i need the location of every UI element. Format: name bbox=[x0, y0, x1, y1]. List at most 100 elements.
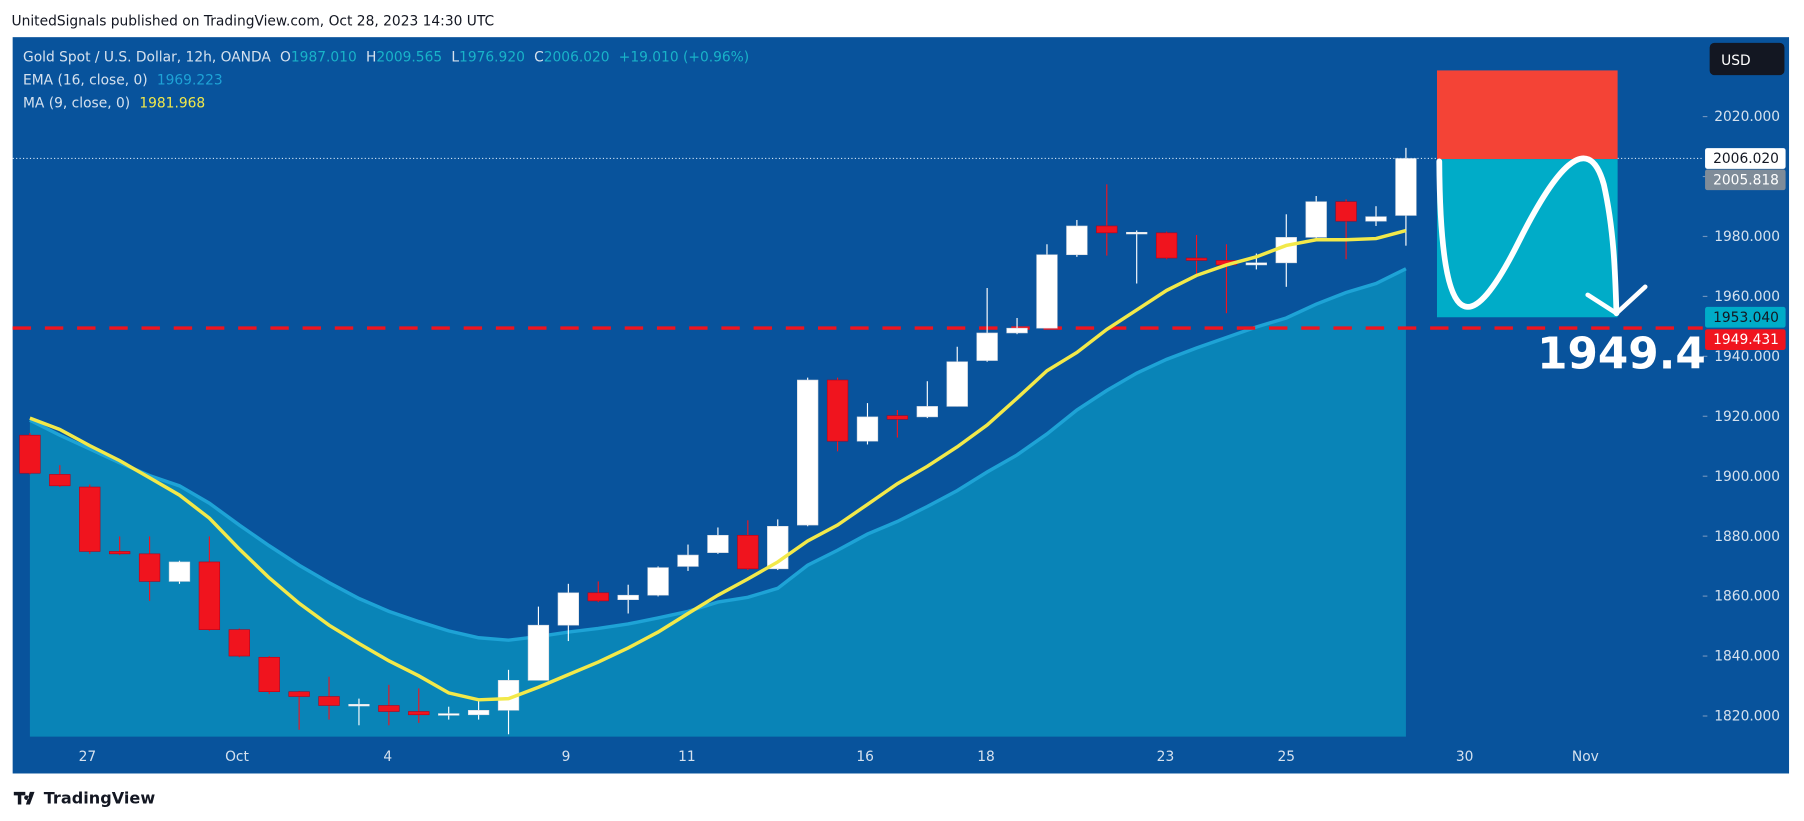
footer-logo: TradingView bbox=[13, 788, 156, 807]
candle-body bbox=[826, 379, 849, 442]
price-tag-label: 2006.020 bbox=[1713, 151, 1779, 167]
candle-body bbox=[348, 704, 370, 707]
x-tick-label: 23 bbox=[1157, 749, 1175, 765]
y-tick-label: 1860.000 bbox=[1714, 589, 1780, 605]
price-tag-label: 2005.818 bbox=[1713, 172, 1779, 188]
header: UnitedSignals published on TradingView.c… bbox=[12, 14, 495, 30]
candle-body bbox=[946, 361, 968, 407]
legend-value: 1987.010 bbox=[291, 49, 357, 65]
legend-title: Gold Spot / U.S. Dollar, 12h, OANDA bbox=[23, 49, 271, 65]
candle-body bbox=[737, 534, 759, 570]
candle-body bbox=[527, 624, 550, 681]
legend-value: 2009.565 bbox=[376, 49, 442, 65]
candle-body bbox=[228, 629, 250, 657]
legend-series-name: MA (9, close, 0) bbox=[23, 95, 130, 111]
candle-body bbox=[1335, 201, 1357, 222]
candle-body bbox=[1365, 216, 1387, 222]
footer-text: TradingView bbox=[44, 788, 156, 807]
legend-series-value: 1969.223 bbox=[157, 72, 223, 88]
legend-value: 1976.920 bbox=[459, 49, 525, 65]
candle-body bbox=[677, 554, 699, 567]
y-tick-label: 1880.000 bbox=[1714, 529, 1780, 545]
x-tick-label: 4 bbox=[383, 749, 392, 765]
candle-body bbox=[1275, 237, 1297, 264]
candle-body bbox=[587, 592, 609, 602]
candle-body bbox=[1036, 254, 1058, 329]
legend-series-name: EMA (16, close, 0) bbox=[23, 72, 148, 88]
price-tag-label: 1953.040 bbox=[1713, 310, 1779, 326]
candle-body bbox=[1185, 257, 1208, 261]
candle-body bbox=[288, 691, 310, 697]
ema-line bbox=[29, 267, 1407, 642]
y-tick-label: 1820.000 bbox=[1714, 709, 1780, 725]
x-tick-label: Nov bbox=[1572, 749, 1599, 765]
candle-body bbox=[886, 415, 909, 420]
x-tick-label: 25 bbox=[1277, 749, 1295, 765]
candle-body bbox=[198, 561, 221, 630]
candle-body bbox=[1305, 201, 1327, 238]
candle-body bbox=[797, 379, 819, 526]
candle-body bbox=[408, 711, 430, 716]
candle-body bbox=[467, 710, 490, 716]
legend-key: H bbox=[366, 49, 376, 65]
price-tag bbox=[1705, 329, 1786, 350]
ma-line bbox=[29, 228, 1407, 702]
position-stop bbox=[1436, 70, 1618, 160]
candle-body bbox=[438, 713, 460, 716]
candle-body bbox=[1245, 262, 1267, 266]
y-tick-label: 1980.000 bbox=[1714, 229, 1780, 245]
candle-body bbox=[109, 551, 131, 555]
currency-button bbox=[1709, 42, 1785, 76]
candle-body bbox=[916, 406, 938, 418]
y-tick-label: 1840.000 bbox=[1714, 649, 1780, 665]
legend-row: Gold Spot / U.S. Dollar, 12h, OANDA O1987… bbox=[23, 49, 749, 65]
y-tick-label: 2020.000 bbox=[1714, 109, 1780, 125]
currency-label: USD bbox=[1721, 53, 1750, 69]
candle-body bbox=[378, 705, 400, 712]
annotation: 1949.4 bbox=[1537, 329, 1706, 380]
candle-body bbox=[647, 567, 669, 596]
price-tag bbox=[1705, 169, 1786, 191]
candle-body bbox=[707, 534, 729, 553]
x-tick-label: 16 bbox=[856, 749, 874, 765]
candle-body bbox=[976, 332, 998, 361]
candle-body bbox=[1066, 225, 1088, 256]
candle-body bbox=[856, 416, 879, 442]
y-tick-label: 1940.000 bbox=[1714, 349, 1780, 365]
candle-body bbox=[1006, 327, 1028, 334]
x-tick-label: 18 bbox=[977, 749, 995, 765]
candle-body bbox=[1155, 232, 1178, 259]
legend-series: MA (9, close, 0) 1981.968 bbox=[23, 95, 205, 111]
candle-body bbox=[138, 553, 161, 582]
legend-key: O bbox=[280, 49, 291, 65]
candle-body bbox=[258, 656, 280, 693]
x-tick-label: 30 bbox=[1456, 749, 1474, 765]
position-target bbox=[1436, 159, 1618, 318]
candle-body bbox=[1126, 231, 1148, 235]
candle-body bbox=[19, 434, 41, 474]
y-tick-label: 1960.000 bbox=[1714, 289, 1780, 305]
candle-body bbox=[1395, 158, 1417, 216]
candle-body bbox=[168, 561, 191, 582]
legend-value: 2006.020 bbox=[544, 49, 610, 65]
price-tag bbox=[1705, 306, 1786, 328]
legend-key: C bbox=[534, 49, 544, 65]
curve-arrow bbox=[1436, 155, 1620, 317]
candle-body bbox=[318, 696, 340, 706]
candle-body bbox=[79, 486, 101, 552]
arrow-head bbox=[1585, 284, 1648, 317]
candle-body bbox=[557, 592, 579, 626]
x-tick-label: 11 bbox=[678, 749, 696, 765]
y-tick-label: 1900.000 bbox=[1714, 469, 1780, 485]
price-tag-label: 1949.431 bbox=[1713, 332, 1779, 348]
candle-body bbox=[1096, 225, 1118, 234]
x-tick-label: 27 bbox=[79, 749, 97, 765]
legend-series: EMA (16, close, 0) 1969.223 bbox=[23, 72, 223, 88]
ema-area bbox=[29, 268, 1406, 737]
candle-body bbox=[49, 474, 71, 487]
legend-key: L bbox=[451, 49, 459, 65]
candle-body bbox=[617, 594, 639, 600]
x-tick-label: Oct bbox=[225, 749, 249, 765]
